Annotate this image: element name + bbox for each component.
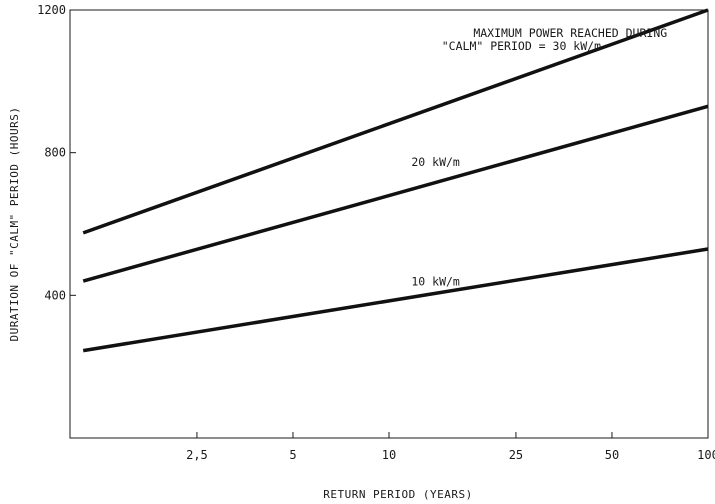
series-lines: [82, 8, 709, 353]
x-tick-label: 5: [289, 448, 296, 462]
annotation-label: "CALM" PERIOD = 30 kW/m: [442, 39, 601, 53]
series-line-10-kw-m: [82, 247, 709, 353]
plot-frame: [69, 9, 709, 439]
x-tick-label: 50: [605, 448, 619, 462]
y-tick-label: 400: [44, 288, 66, 302]
y-tick-label: 800: [44, 146, 66, 160]
y-axis-ticks: 400 800 1200: [37, 3, 76, 302]
annotation-label: 20 kW/m: [411, 155, 460, 169]
annotations: MAXIMUM POWER REACHED DURING"CALM" PERIO…: [411, 26, 667, 289]
x-axis-title: RETURN PERIOD (YEARS): [323, 488, 473, 501]
annotation-label: MAXIMUM POWER REACHED DURING: [473, 26, 667, 40]
series-line-20-kw-m: [82, 104, 709, 283]
y-axis-title: DURATION OF "CALM" PERIOD (HOURS): [8, 106, 21, 341]
annotation-label: 10 kW/m: [411, 274, 460, 288]
x-tick-label: 10: [382, 448, 396, 462]
x-tick-label: 25: [509, 448, 523, 462]
x-axis-ticks: 2,5 5 10 25 50 100: [186, 432, 715, 462]
x-tick-label: 2,5: [186, 448, 208, 462]
x-tick-label: 100: [697, 448, 715, 462]
series-line-30-kw-m: [82, 8, 709, 235]
y-tick-label: 1200: [37, 3, 66, 17]
